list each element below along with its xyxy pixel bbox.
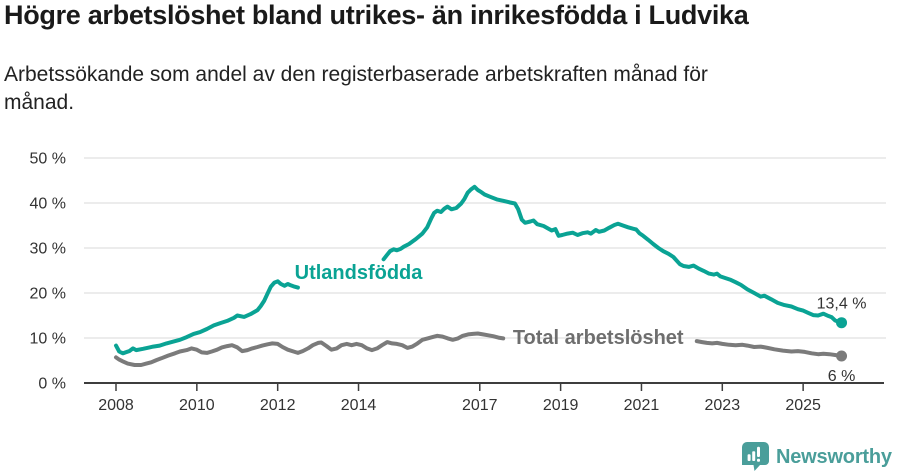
x-tick-label: 2025 [785,397,821,414]
x-tick-label: 2012 [260,397,296,414]
x-tick-label: 2010 [179,397,215,414]
y-tick-label: 30 % [30,241,66,258]
series-label-total-arbetsloshet: Total arbetslöshet [513,327,684,349]
series-end-value-utlandsfodda: 13,4 % [817,296,867,313]
series-end-value-total-arbetsloshet: 6 % [828,368,856,385]
series-end-dot-utlandsfodda [836,317,848,329]
series-end-dot-total-arbetsloshet [836,350,848,362]
series-line-utlandsfodda [114,184,844,356]
newsworthy-logo-text: Newsworthy [776,445,892,468]
y-tick-label: 50 % [30,151,66,168]
series-label-utlandsfodda: Utlandsfödda [295,262,424,284]
chart-subtitle: Arbetssökande som andel av den registerb… [4,63,708,114]
y-tick-label: 20 % [30,286,66,303]
y-tick-label: 0 % [38,376,66,393]
newsworthy-brand-link[interactable]: Newsworthy [742,442,892,472]
x-tick-label: 2023 [705,397,741,414]
x-tick-label: 2008 [98,397,134,414]
y-tick-label: 40 % [30,196,66,213]
x-tick-label: 2019 [543,397,579,414]
x-tick-label: 2017 [462,397,498,414]
chart-title: Högre arbetslöshet bland utrikes- än inr… [4,0,749,30]
y-tick-label: 10 % [30,331,66,348]
x-tick-label: 2021 [624,397,660,414]
x-tick-label: 2014 [341,397,377,414]
newsworthy-logo-icon [742,442,769,471]
series-line-total-arbetsloshet [114,331,844,367]
